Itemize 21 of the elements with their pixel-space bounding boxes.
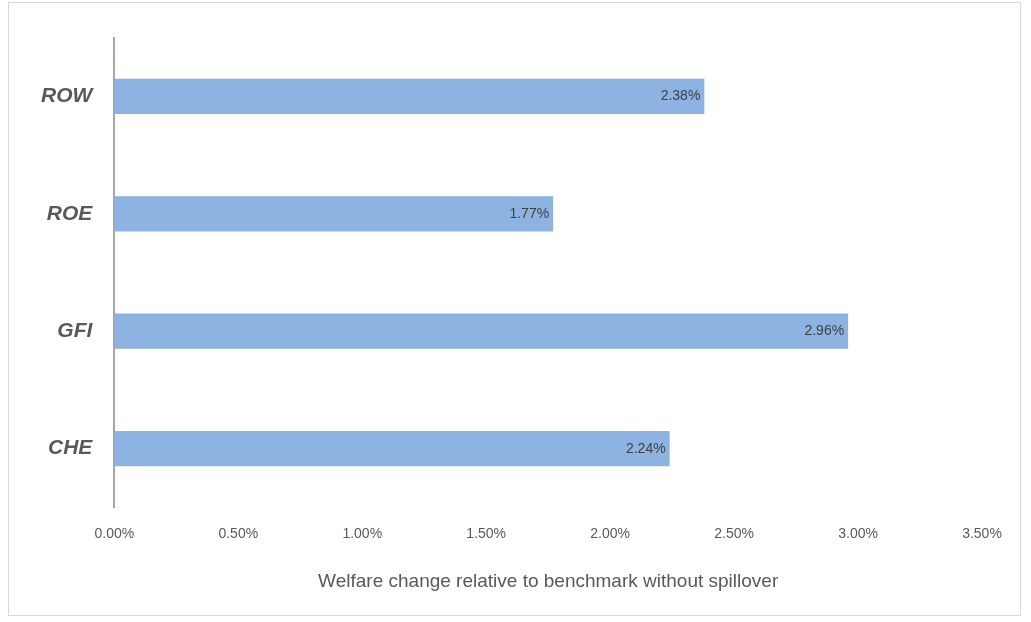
x-tick-label: 1.00% — [342, 524, 383, 541]
x-tick-label: 2.00% — [590, 524, 630, 541]
y-tick-label: ROW — [40, 83, 95, 107]
x-tick-label: 3.50% — [962, 524, 1002, 541]
x-tick-label: 2.50% — [714, 524, 754, 541]
data-label: 2.38% — [660, 87, 701, 104]
x-tick-label: 3.00% — [838, 524, 878, 541]
y-tick-label: ROE — [46, 200, 94, 224]
x-tick-label: 0.50% — [218, 524, 259, 541]
x-tick-label: 1.50% — [466, 524, 507, 541]
x-axis-title: Welfare change relative to benchmark without spillover — [318, 569, 779, 591]
bar — [114, 78, 705, 114]
data-label: 2.24% — [625, 439, 666, 456]
bar — [114, 431, 670, 467]
x-tick-label: 0.00% — [94, 524, 135, 541]
bar — [114, 196, 554, 232]
data-label: 2.96% — [804, 322, 845, 339]
bar — [114, 313, 849, 349]
data-label: 1.77% — [509, 204, 550, 221]
y-tick-label: GFI — [57, 318, 94, 342]
y-tick-label: CHE — [47, 435, 94, 459]
